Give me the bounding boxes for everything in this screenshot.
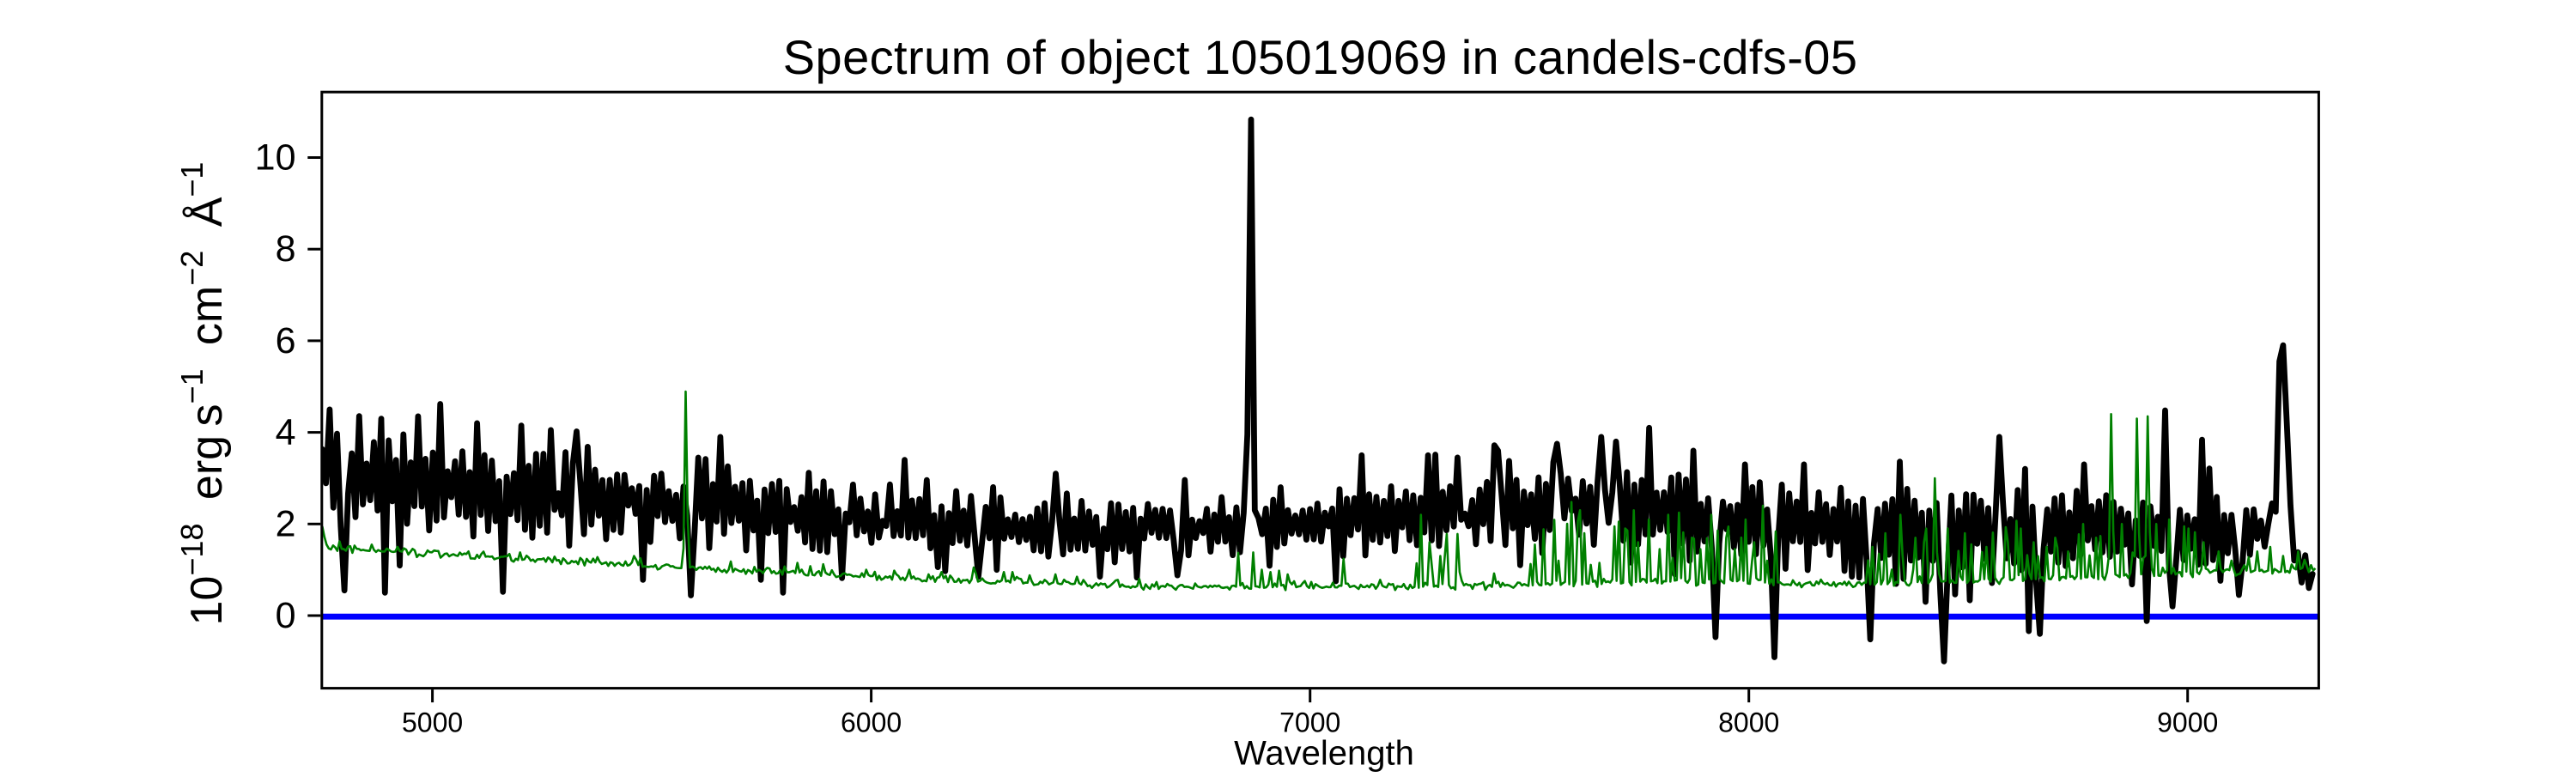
svg-text:Wavelength: Wavelength bbox=[1234, 735, 1414, 773]
svg-text:10−18 erg s−1 cm−2 Å−1: 10−18 erg s−1 cm−2 Å−1 bbox=[174, 162, 232, 626]
svg-text:0: 0 bbox=[276, 595, 296, 636]
svg-text:7000: 7000 bbox=[1279, 707, 1340, 738]
svg-text:5000: 5000 bbox=[402, 707, 463, 738]
svg-text:Spectrum of object 105019069 i: Spectrum of object 105019069 in candels-… bbox=[783, 30, 1858, 84]
svg-text:6000: 6000 bbox=[841, 707, 902, 738]
svg-text:8000: 8000 bbox=[1718, 707, 1779, 738]
svg-text:9000: 9000 bbox=[2157, 707, 2218, 738]
svg-text:4: 4 bbox=[276, 412, 296, 453]
svg-text:10: 10 bbox=[255, 137, 296, 179]
svg-text:8: 8 bbox=[276, 228, 296, 270]
svg-text:6: 6 bbox=[276, 320, 296, 361]
svg-text:2: 2 bbox=[276, 503, 296, 544]
